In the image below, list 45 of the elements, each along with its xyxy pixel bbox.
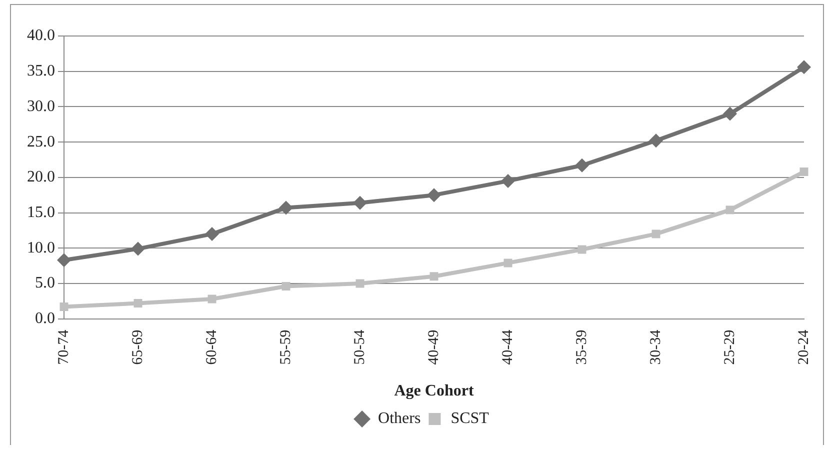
x-tick-label: 65-69 — [130, 330, 146, 365]
point — [208, 294, 216, 304]
point — [279, 200, 293, 215]
point — [723, 106, 737, 121]
point — [575, 158, 589, 172]
point — [57, 253, 71, 268]
x-tick-label: 40-44 — [500, 329, 516, 365]
x-tick-label: 20-24 — [796, 329, 812, 365]
point — [131, 242, 145, 256]
point — [800, 168, 808, 176]
legend-label: Others — [378, 410, 421, 428]
point — [205, 226, 219, 241]
point — [353, 196, 367, 210]
y-tick-label: 5.0 — [35, 274, 55, 292]
x-tick-label: 70-74 — [56, 329, 72, 365]
y-tick-label: 30.0 — [27, 98, 55, 115]
y-tick-label: 10.0 — [27, 239, 55, 256]
point — [356, 279, 364, 288]
point — [430, 272, 438, 281]
y-tick-label: 25.0 — [27, 133, 55, 150]
point — [578, 245, 586, 254]
y-tick-label: 15.0 — [27, 204, 55, 221]
point — [60, 302, 68, 312]
x-tick-label: 55-59 — [278, 330, 294, 365]
point — [652, 230, 660, 238]
y-tick-label: 35.0 — [27, 62, 55, 80]
x-axis-title: Age Cohort — [394, 382, 474, 400]
y-tick-label: 0.0 — [35, 310, 55, 328]
x-tick-label: 30-34 — [648, 329, 664, 365]
point — [134, 299, 142, 308]
y-tick-label: 40.0 — [27, 27, 55, 44]
x-tick-label: 40-49 — [426, 330, 442, 365]
point — [282, 282, 290, 291]
x-tick-label: 60-64 — [204, 329, 220, 365]
y-tick-label: 20.0 — [27, 168, 55, 186]
point — [726, 206, 734, 214]
x-tick-label: 25-29 — [722, 330, 738, 365]
point — [504, 258, 512, 268]
point — [427, 188, 441, 202]
point — [797, 60, 811, 74]
legend-label: SCST — [450, 410, 490, 428]
point — [649, 134, 663, 148]
x-tick-label: 35-39 — [574, 330, 590, 365]
point — [501, 174, 515, 188]
x-tick-label: 50-54 — [352, 329, 368, 365]
